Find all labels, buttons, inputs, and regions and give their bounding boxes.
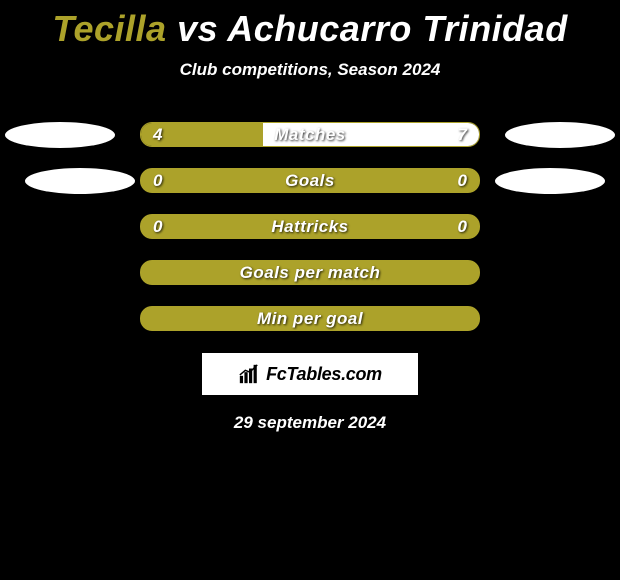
stat-rows: 47Matches00Goals00HattricksGoals per mat… (0, 122, 620, 331)
stat-label: Min per goal (141, 307, 479, 330)
stat-label: Goals (141, 169, 479, 192)
stat-bar: Min per goal (140, 306, 480, 331)
stat-bar: 47Matches (140, 122, 480, 147)
brand-text: FcTables.com (266, 364, 382, 385)
footer-date: 29 september 2024 (0, 413, 620, 433)
player1-name: Tecilla (52, 8, 166, 49)
stat-bar-right-fill (263, 123, 479, 146)
player2-marker (505, 122, 615, 148)
vs-text: vs (177, 8, 218, 49)
player2-marker (495, 168, 605, 194)
stat-bar: Goals per match (140, 260, 480, 285)
stat-row: Min per goal (0, 306, 620, 331)
stat-value-right: 0 (458, 169, 467, 192)
stat-bar: 0 0Goals (140, 168, 480, 193)
stat-row: Goals per match (0, 260, 620, 285)
stat-value-left: 0 (153, 169, 162, 192)
stat-row: 47Matches (0, 122, 620, 147)
stat-label: Hattricks (141, 215, 479, 238)
stat-value-right: 0 (458, 215, 467, 238)
stat-value-left: 0 (153, 215, 162, 238)
subtitle: Club competitions, Season 2024 (0, 60, 620, 80)
stat-value-left: 4 (153, 123, 162, 146)
stat-label: Goals per match (141, 261, 479, 284)
comparison-title: Tecilla vs Achucarro Trinidad (0, 0, 620, 50)
infographic-root: Tecilla vs Achucarro Trinidad Club compe… (0, 0, 620, 580)
chart-icon (238, 363, 260, 385)
player2-name: Achucarro Trinidad (227, 8, 567, 49)
stat-row: 0 0Goals (0, 168, 620, 193)
player1-marker (25, 168, 135, 194)
player1-marker (5, 122, 115, 148)
stat-row: 0 0Hattricks (0, 214, 620, 239)
stat-bar: 0 0Hattricks (140, 214, 480, 239)
brand-badge: FcTables.com (202, 353, 418, 395)
stat-value-right: 7 (458, 123, 467, 146)
